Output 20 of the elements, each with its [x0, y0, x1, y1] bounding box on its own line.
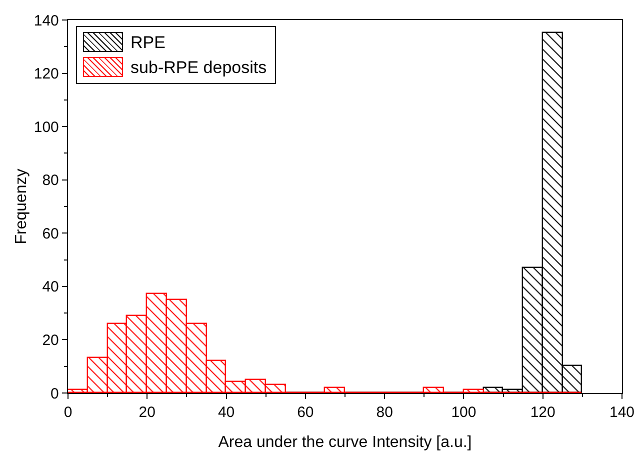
x-tick-label: 20 — [138, 404, 156, 422]
y-axis-title: Frequenzy — [12, 168, 30, 244]
legend-label: sub-RPE deposits — [130, 56, 267, 79]
x-tick-label: 40 — [218, 404, 235, 422]
x-tick-label: 80 — [376, 404, 393, 422]
x-axis-title: Area under the curve Intensity [a.u.] — [218, 434, 472, 451]
x-tick-label: 0 — [64, 404, 72, 422]
y-tick-label: 20 — [42, 332, 59, 349]
y-tick-label: 100 — [34, 118, 59, 136]
y-tick-label: 0 — [50, 385, 59, 402]
x-tick-label: 60 — [297, 404, 314, 422]
legend-label: RPE — [130, 32, 166, 54]
y-tick-label: 60 — [42, 225, 59, 242]
y-tick-label: 80 — [42, 172, 59, 190]
x-tick-label: 120 — [530, 404, 556, 422]
y-tick-label: 40 — [42, 278, 59, 296]
y-tick-label: 120 — [34, 66, 59, 83]
x-tick-label: 100 — [451, 404, 476, 422]
y-tick-label: 140 — [34, 12, 59, 30]
x-tick-label: 140 — [609, 404, 635, 422]
